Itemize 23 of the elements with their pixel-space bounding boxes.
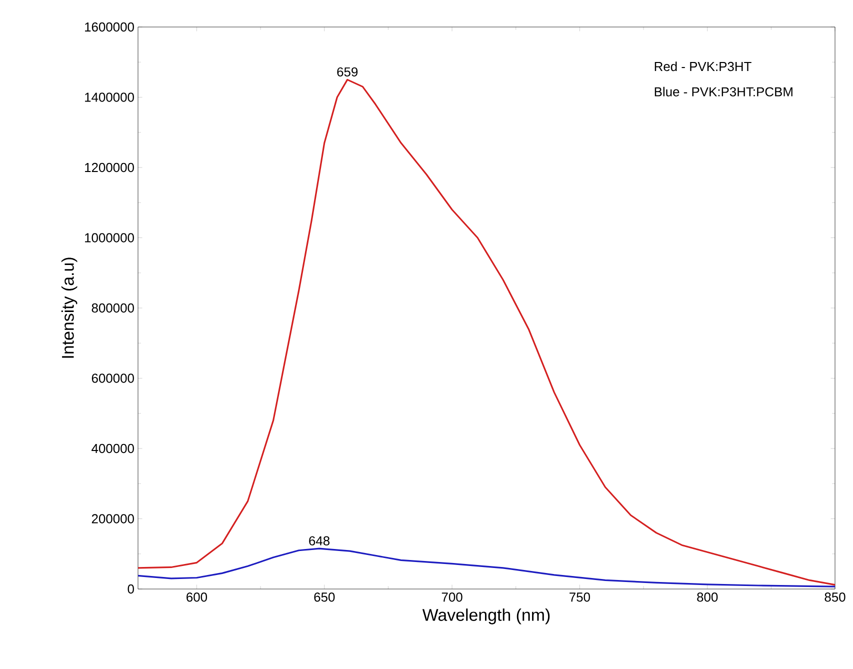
x-tick-label: 750 xyxy=(570,592,590,602)
y-tick-label: 0 xyxy=(128,584,134,594)
x-tick-label: 800 xyxy=(697,592,718,602)
y-tick-label: 1600000 xyxy=(85,22,134,32)
x-tick-label: 850 xyxy=(824,592,846,602)
y-tick-label: 800000 xyxy=(92,303,134,313)
x-tick-label: 600 xyxy=(186,592,208,602)
annotation: 648 xyxy=(309,536,330,546)
y-axis-title: Intensity (a.u) xyxy=(61,258,78,358)
annotation: Red - PVK:P3HT xyxy=(654,62,752,72)
x-tick-label: 650 xyxy=(314,592,335,602)
x-tick-label: 700 xyxy=(442,592,462,602)
x-axis-title: Wavelength (nm) xyxy=(422,608,550,624)
y-tick-label: 400000 xyxy=(92,444,134,454)
y-tick-label: 1200000 xyxy=(85,162,134,172)
line-series xyxy=(137,78,836,586)
y-tick-label: 1000000 xyxy=(85,233,134,242)
y-tick-label: 1400000 xyxy=(85,92,134,102)
y-tick-label: 200000 xyxy=(92,514,134,524)
y-tick-label: 600000 xyxy=(92,374,134,383)
annotation: 659 xyxy=(337,67,358,76)
annotation: Blue - PVK:P3HT:PCBM xyxy=(654,86,792,96)
line-series xyxy=(137,548,836,588)
